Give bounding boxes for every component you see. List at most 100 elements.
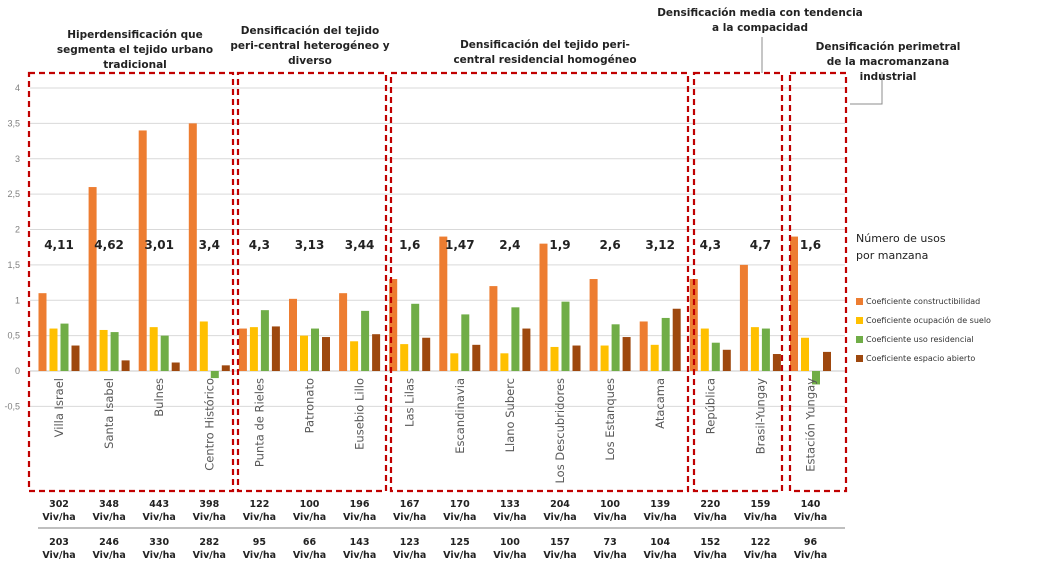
bar-1 [739, 264, 748, 371]
density-row1-unit: Viv/ha [92, 512, 125, 523]
usos-value: 3,13 [295, 238, 325, 252]
legend-swatch-ocupacion [856, 317, 863, 324]
category-label: Villa Israel [52, 378, 66, 437]
bar-3 [761, 328, 770, 371]
category-label: Los Estanques [603, 378, 617, 461]
bar-2 [300, 335, 308, 371]
density-row2-value: 246 [99, 537, 119, 548]
density-rows: 302 Viv/ha 203 Viv/ha 348 Viv/ha 246 Viv/ha 443 V… [38, 499, 845, 561]
callout-line-g5 [850, 72, 883, 105]
y-tick-label: 4 [15, 83, 20, 93]
bar-4 [121, 360, 130, 371]
bars [38, 123, 831, 385]
density-row2-value: 143 [350, 537, 370, 548]
legend: Coeficiente constructibilidad Coeficient… [856, 292, 991, 368]
bar-4 [572, 345, 581, 371]
category-label: Centro Histórico [202, 378, 216, 471]
usos-value: 3,12 [645, 238, 675, 252]
category-label: Atacama [653, 378, 667, 429]
bar-2 [500, 353, 509, 371]
density-row1-value: 204 [550, 499, 570, 510]
density-row2-value: 100 [500, 537, 520, 548]
density-row1-unit: Viv/ha [543, 512, 576, 523]
usos-value: 4,3 [249, 238, 270, 252]
category-label: Eusebio Lillo [353, 378, 367, 450]
category-label: Escandinavia [453, 378, 467, 454]
bar-3 [160, 335, 169, 371]
density-row2-value: 123 [400, 537, 420, 548]
density-row2-value: 73 [603, 537, 616, 548]
density-row2-unit: Viv/ha [593, 550, 626, 561]
density-row2-unit: Viv/ha [143, 550, 176, 561]
category-label: Llano Suberc [503, 378, 517, 452]
usos-value: 4,11 [44, 238, 74, 252]
bar-2 [650, 344, 659, 371]
density-row1-unit: Viv/ha [694, 512, 727, 523]
bar-1 [439, 236, 448, 371]
group-box-3 [389, 71, 690, 493]
bar-4 [221, 365, 230, 371]
legend-swatch-constructibilidad [856, 298, 863, 305]
density-row1-value: 302 [49, 499, 69, 510]
group-title-4: Densificación media con tendencia a la c… [657, 7, 863, 34]
legend-item: Coeficiente constructibilidad [856, 292, 991, 311]
bar-1 [138, 130, 147, 371]
bar-3 [511, 307, 520, 371]
bar-1 [790, 236, 798, 371]
group-box-4 [692, 71, 784, 493]
density-row1-value: 167 [400, 499, 420, 510]
y-axis-ticks: 4 3,5 3 2,5 2 1,5 1 0,5 0 -0,5 [4, 83, 20, 411]
bar-1 [639, 321, 648, 371]
density-row2-value: 95 [253, 537, 266, 548]
group-box-1 [27, 71, 235, 493]
bar-1 [539, 243, 548, 371]
density-row1-unit: Viv/ha [644, 512, 677, 523]
density-row1-value: 100 [300, 499, 320, 510]
density-row2-value: 66 [303, 537, 317, 548]
group-title-5: Densificación perimetral de la macromanz… [815, 41, 961, 83]
category-label: Punta de Rieles [252, 378, 266, 467]
bar-2 [450, 353, 459, 371]
y-tick-label: 1 [15, 295, 20, 305]
usos-value: 4,62 [94, 238, 124, 252]
bar-2 [801, 337, 809, 371]
bar-3 [812, 371, 820, 385]
density-row2-value: 122 [750, 537, 770, 548]
bar-3 [60, 323, 69, 371]
density-row2-unit: Viv/ha [293, 550, 326, 561]
bar-1 [38, 293, 47, 371]
category-label: Las Lilas [403, 378, 417, 427]
bar-3 [711, 342, 720, 371]
density-row2-value: 282 [199, 537, 219, 548]
bar-2 [750, 327, 759, 371]
category-label: Los Descubridores [553, 378, 567, 484]
density-row2-unit: Viv/ha [543, 550, 576, 561]
usos-value: 2,6 [599, 238, 620, 252]
density-row1-unit: Viv/ha [193, 512, 226, 523]
bar-4 [823, 351, 831, 371]
y-tick-label: -0,5 [4, 401, 20, 411]
density-row2-value: 330 [149, 537, 169, 548]
bar-3 [361, 310, 370, 371]
y-tick-label: 3,5 [7, 118, 20, 128]
bar-2 [99, 329, 108, 371]
bar-4 [422, 337, 431, 371]
group-title-1: Hiperdensificación que segmenta el tejid… [56, 29, 214, 71]
density-row1-value: 220 [700, 499, 720, 510]
density-row1-unit: Viv/ha [143, 512, 176, 523]
group-title-2: Densificación del tejido peri-central he… [230, 25, 390, 67]
density-row1-unit: Viv/ha [293, 512, 326, 523]
y-tick-label: 0 [15, 366, 20, 376]
density-row2-value: 104 [650, 537, 670, 548]
bar-3 [260, 310, 269, 371]
category-labels: Villa Israel Santa Isabel Bulnes Centro His… [52, 378, 818, 484]
density-row2-unit: Viv/ha [343, 550, 376, 561]
density-row2-unit: Viv/ha [92, 550, 125, 561]
bar-4 [171, 362, 180, 371]
bar-1 [88, 187, 97, 371]
density-row1-unit: Viv/ha [243, 512, 276, 523]
usos-value: 1,6 [800, 238, 821, 252]
group-boxes [27, 71, 848, 493]
bar-3 [411, 303, 420, 371]
